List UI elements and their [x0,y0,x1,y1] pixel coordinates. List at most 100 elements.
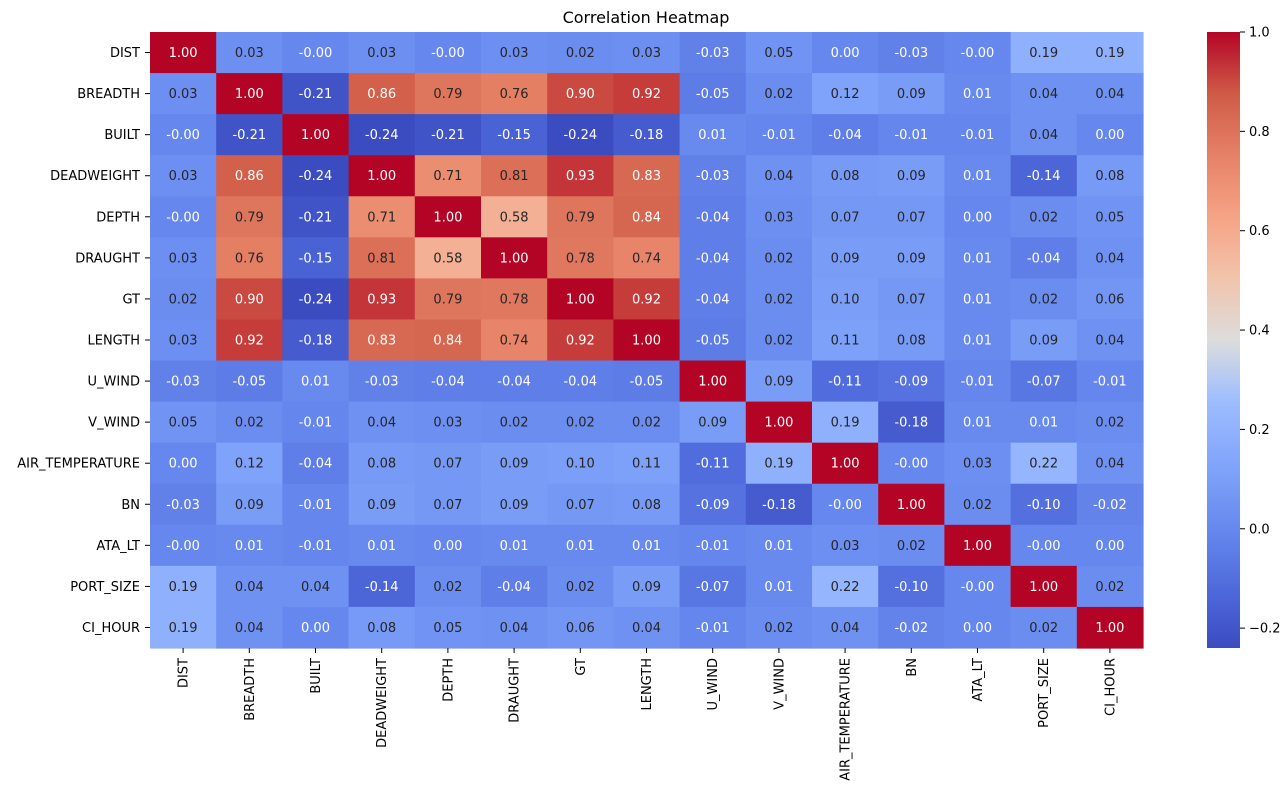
cell-value-label: -0.05 [630,375,664,390]
cell-value-label: -0.04 [696,292,730,307]
cell-value-label: 0.01 [963,334,992,349]
heatmap-cell [745,114,813,156]
heatmap-cell [547,524,614,567]
cell-value-label: -0.24 [299,292,333,307]
cell-value-label: 0.81 [367,251,396,266]
cell-value-label: 0.09 [500,457,529,472]
y-tick-label: AIR_TEMPERATURE [17,457,140,472]
heatmap-cell [812,360,879,403]
cell-value-label: -0.24 [365,128,399,143]
heatmap-cell [812,237,879,279]
cell-value-label: 0.02 [1029,210,1058,225]
heatmap-cell [348,278,416,321]
heatmap-cell [150,196,217,238]
cell-value-label: -0.10 [894,580,928,595]
cell-value-label: 0.05 [1095,210,1124,225]
cell-value-label: 1.00 [433,210,462,225]
cell-value-label: 0.01 [764,539,793,554]
cell-value-label: 1.00 [1029,580,1058,595]
cell-value-label: 0.03 [169,251,198,266]
cell-value-label: 0.09 [632,580,661,595]
cell-value-label: 0.03 [169,87,198,102]
cell-value-label: -0.03 [894,46,928,61]
heatmap-cell [745,483,813,526]
cell-value-label: 0.79 [235,210,264,225]
heatmap-cell [216,401,283,444]
cell-value-label: -0.05 [232,375,266,390]
heatmap-cell [613,196,681,238]
heatmap-cell [547,32,614,74]
heatmap-cell [745,442,813,485]
cell-value-label: -0.03 [166,375,200,390]
heatmap-cell [944,196,1012,238]
cell-value-label: 1.00 [632,334,661,349]
cell-value-label: 0.86 [235,169,264,184]
cell-value-label: -0.24 [299,169,333,184]
heatmap-cell [878,401,945,444]
heatmap-cell [216,565,283,608]
heatmap-cell [216,196,283,238]
heatmap-cell [1010,606,1078,649]
y-tick-label: V_WIND [88,416,140,431]
cell-value-label: -0.00 [894,457,928,472]
cell-value-label: -0.21 [232,128,266,143]
heatmap-cell [1076,278,1144,321]
cell-value-label: -0.14 [365,580,399,595]
heatmap-cell [944,237,1012,279]
heatmap-cell [414,565,482,608]
heatmap-cell [348,319,416,362]
cell-value-label: 0.01 [1029,416,1058,431]
heatmap-cell [1010,319,1078,362]
cell-value-label: -0.02 [894,621,928,636]
cell-value-label: 0.76 [500,87,529,102]
y-tick-label: BREADTH [77,87,140,102]
heatmap-cell [679,606,747,649]
cell-value-label: -0.01 [961,375,995,390]
heatmap-cell [547,483,614,526]
cell-value-label: -0.01 [894,128,928,143]
cell-value-label: 0.84 [632,210,661,225]
cell-value-label: 0.08 [632,498,661,513]
heatmap-cell [150,401,217,444]
cell-value-label: 0.79 [433,87,462,102]
heatmap-cell [1076,32,1144,74]
cell-value-label: 0.01 [963,169,992,184]
cell-value-label: 0.09 [1029,334,1058,349]
x-tick-label: DEPTH [441,658,456,702]
heatmap-cell [745,278,813,321]
cell-value-label: 1.00 [1095,621,1124,636]
heatmap-cell [481,606,548,649]
x-tick-label: U_WIND [706,658,721,710]
heatmap-cell [878,278,945,321]
y-tick-label: BUILT [104,128,140,143]
heatmap-cell [414,114,482,156]
heatmap-cell [613,32,681,74]
heatmap-cell [481,196,548,238]
heatmap-cell [812,196,879,238]
heatmap-cell [414,524,482,567]
heatmap-cell [878,606,945,649]
heatmap-cell [944,606,1012,649]
heatmap-cell [944,155,1012,197]
cell-value-label: 0.08 [367,457,396,472]
cell-value-label: 0.07 [433,498,462,513]
cell-value-label: 0.04 [500,621,529,636]
cell-value-label: 1.00 [698,375,727,390]
cell-value-label: 0.05 [764,46,793,61]
cell-value-label: 0.10 [831,292,860,307]
heatmap-cell [150,155,217,197]
x-tick-label: BN [905,658,920,677]
cell-value-label: 0.92 [235,334,264,349]
cell-value-label: -0.18 [630,128,664,143]
heatmap-cell [282,360,350,403]
heatmap-cell [944,565,1012,608]
heatmap-cell [348,155,416,197]
heatmap-cell [414,237,482,279]
x-tick-label: DEADWEIGHT [375,658,390,748]
cell-value-label: 0.03 [235,46,264,61]
cell-value-label: -0.09 [894,375,928,390]
cell-value-label: 0.01 [963,292,992,307]
cell-value-label: -0.00 [1027,539,1061,554]
cell-value-label: -0.21 [299,87,333,102]
heatmap-cell [414,196,482,238]
